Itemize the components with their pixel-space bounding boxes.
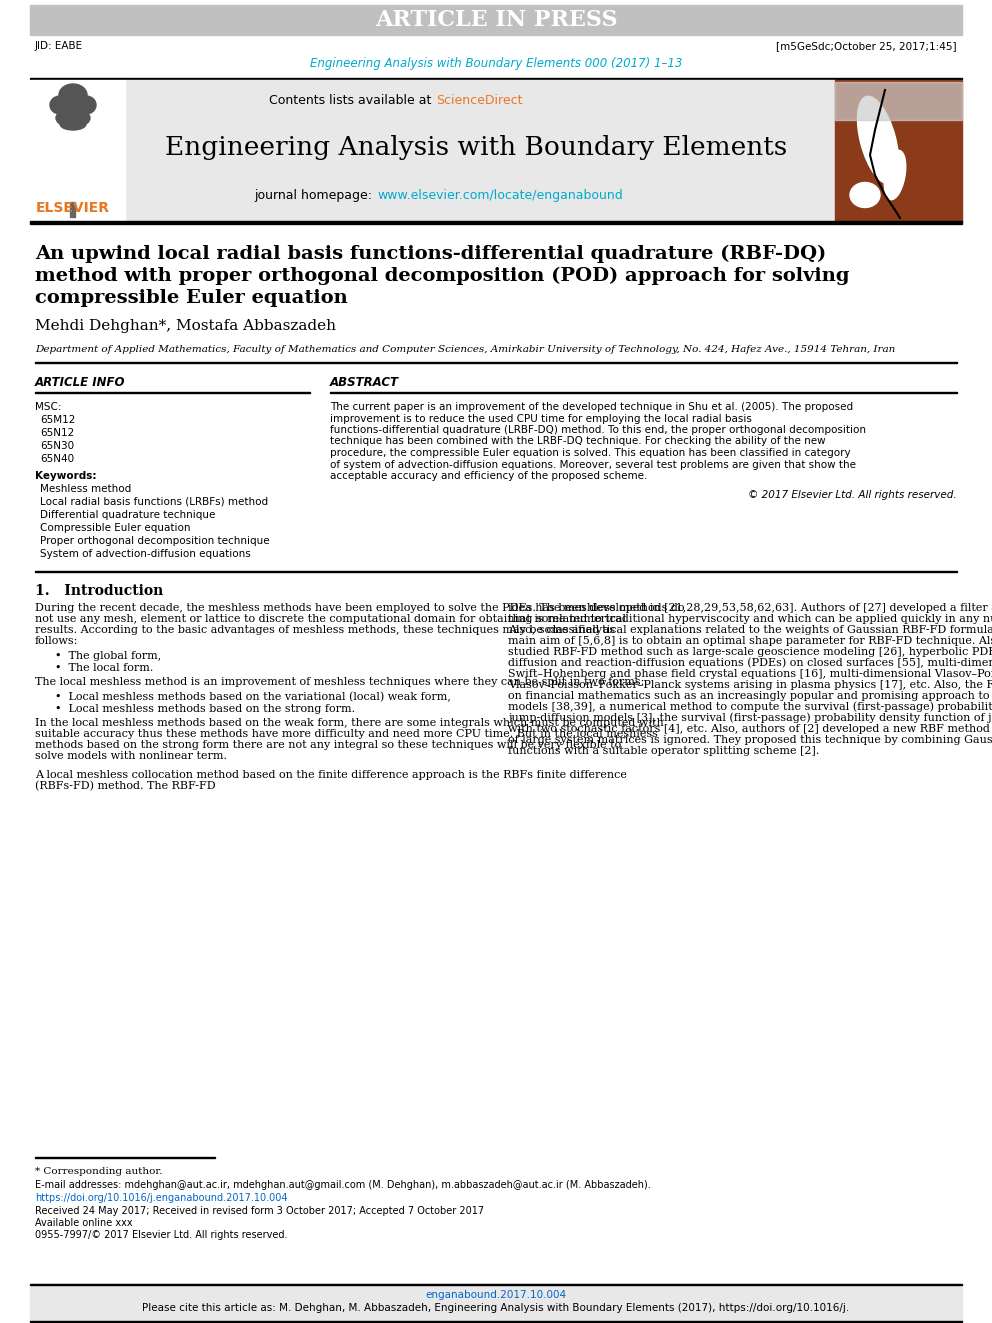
Bar — [30, 1285, 962, 1322]
Text: 65M12: 65M12 — [40, 415, 75, 425]
Bar — [30, 78, 962, 79]
Ellipse shape — [56, 111, 74, 124]
Text: E-mail addresses: mdehghan@aut.ac.ir, mdehghan.aut@gmail.com (M. Dehghan), m.abb: E-mail addresses: mdehghan@aut.ac.ir, md… — [35, 1180, 651, 1189]
Text: •  The local form.: • The local form. — [55, 663, 154, 673]
Text: (RBFs-FD) method. The RBF-FD: (RBFs-FD) method. The RBF-FD — [35, 781, 215, 791]
Text: suitable accuracy thus these methods have more difficulty and need more CPU time: suitable accuracy thus these methods hav… — [35, 729, 658, 740]
Text: A local meshless collocation method based on the finite difference approach is t: A local meshless collocation method base… — [35, 770, 627, 781]
Text: •  Local meshless methods based on the strong form.: • Local meshless methods based on the st… — [55, 704, 355, 714]
Text: Please cite this article as: M. Dehghan, M. Abbaszadeh, Engineering Analysis wit: Please cite this article as: M. Dehghan,… — [143, 1303, 849, 1312]
Ellipse shape — [76, 97, 96, 114]
Ellipse shape — [850, 183, 880, 208]
Text: improvement is to reduce the used CPU time for employing the local radial basis: improvement is to reduce the used CPU ti… — [330, 414, 752, 423]
Text: on financial mathematics such as an increasingly popular and promising approach : on financial mathematics such as an incr… — [508, 691, 992, 701]
Ellipse shape — [857, 97, 899, 184]
Text: technique has been combined with the LRBF-DQ technique. For checking the ability: technique has been combined with the LRB… — [330, 437, 825, 446]
Text: main aim of [5,6,8] is to obtain an optimal shape parameter for RBF-FD technique: main aim of [5,6,8] is to obtain an opti… — [508, 636, 992, 646]
Text: MSC:: MSC: — [35, 402, 62, 411]
Text: During the recent decade, the meshless methods have been employed to solve the P: During the recent decade, the meshless m… — [35, 603, 684, 613]
Text: that is related to traditional hyperviscocity and which can be applied quickly i: that is related to traditional hypervisc… — [508, 614, 992, 624]
Text: follows:: follows: — [35, 636, 78, 646]
Text: Received 24 May 2017; Received in revised form 3 October 2017; Accepted 7 Octobe: Received 24 May 2017; Received in revise… — [35, 1207, 484, 1216]
Text: Engineering Analysis with Boundary Elements 000 (2017) 1–13: Engineering Analysis with Boundary Eleme… — [310, 57, 682, 70]
Text: 65N30: 65N30 — [40, 441, 74, 451]
Bar — [30, 5, 962, 34]
Text: © 2017 Elsevier Ltd. All rights reserved.: © 2017 Elsevier Ltd. All rights reserved… — [748, 491, 957, 500]
Text: ELSEVIER: ELSEVIER — [36, 201, 110, 216]
Text: ScienceDirect: ScienceDirect — [436, 94, 523, 106]
Text: jump-diffusion models [3], the survival (first-passage) probability density func: jump-diffusion models [3], the survival … — [508, 713, 992, 724]
Text: of large system matrices is ignored. They proposed this technique by combining G: of large system matrices is ignored. The… — [508, 736, 992, 745]
Text: In the local meshless methods based on the weak form, there are some integrals w: In the local meshless methods based on t… — [35, 718, 664, 728]
Text: procedure, the compressible Euler equation is solved. This equation has been cla: procedure, the compressible Euler equati… — [330, 448, 850, 458]
Text: solve models with nonlinear term.: solve models with nonlinear term. — [35, 751, 227, 761]
Text: Available online xxx: Available online xxx — [35, 1218, 133, 1228]
Text: The local meshless method is an improvement of meshless techniques where they ca: The local meshless method is an improvem… — [35, 677, 645, 687]
Text: https://doi.org/10.1016/j.enganabound.2017.10.004: https://doi.org/10.1016/j.enganabound.20… — [35, 1193, 288, 1203]
Text: System of advection-diffusion equations: System of advection-diffusion equations — [40, 549, 251, 560]
Text: Also, some analytical explanations related to the weights of Gaussian RBF-FD for: Also, some analytical explanations relat… — [508, 624, 992, 635]
Text: Mehdi Dehghan*, Mostafa Abbaszadeh: Mehdi Dehghan*, Mostafa Abbaszadeh — [35, 319, 336, 333]
Text: JID: EABE: JID: EABE — [35, 41, 83, 52]
Ellipse shape — [57, 105, 89, 120]
Text: 65N40: 65N40 — [40, 454, 74, 464]
Text: Keywords:: Keywords: — [35, 471, 96, 482]
Text: ABSTRACT: ABSTRACT — [330, 376, 399, 389]
Text: models [38,39], a numerical method to compute the survival (first-passage) proba: models [38,39], a numerical method to co… — [508, 701, 992, 712]
Ellipse shape — [72, 111, 90, 124]
Text: functions-differential quadrature (LRBF-DQ) method. To this end, the proper orth: functions-differential quadrature (LRBF-… — [330, 425, 866, 435]
Text: [m5GeSdc;October 25, 2017;1:45]: [m5GeSdc;October 25, 2017;1:45] — [777, 41, 957, 52]
Text: Compressible Euler equation: Compressible Euler equation — [40, 523, 190, 533]
Bar — [70, 202, 75, 217]
Text: •  The global form,: • The global form, — [55, 651, 162, 662]
Text: studied RBF-FD method such as large-scale geoscience modeling [26], hyperbolic P: studied RBF-FD method such as large-scal… — [508, 647, 992, 658]
Text: * Corresponding author.: * Corresponding author. — [35, 1167, 163, 1176]
Text: idea has been developed in [21,28,29,53,58,62,63]. Authors of [27] developed a f: idea has been developed in [21,28,29,53,… — [508, 603, 992, 613]
Text: Engineering Analysis with Boundary Elements: Engineering Analysis with Boundary Eleme… — [165, 135, 787, 160]
Bar — [35, 570, 957, 572]
Text: with two stochastic factors [4], etc. Also, authors of [2] developed a new RBF m: with two stochastic factors [4], etc. Al… — [508, 724, 992, 734]
Text: results. According to the basic advantages of meshless methods, these techniques: results. According to the basic advantag… — [35, 624, 615, 635]
Text: The current paper is an improvement of the developed technique in Shu et al. (20: The current paper is an improvement of t… — [330, 402, 853, 411]
Text: www.elsevier.com/locate/enganabound: www.elsevier.com/locate/enganabound — [377, 189, 623, 202]
Text: acceptable accuracy and efficiency of the proposed scheme.: acceptable accuracy and efficiency of th… — [330, 471, 648, 482]
Text: Vlasov–Poisson–Fokker–Planck systems arising in plasma physics [17], etc. Also, : Vlasov–Poisson–Fokker–Planck systems ari… — [508, 680, 992, 691]
Text: of system of advection-diffusion equations. Moreover, several test problems are : of system of advection-diffusion equatio… — [330, 459, 856, 470]
Bar — [125, 79, 835, 222]
Text: ARTICLE IN PRESS: ARTICLE IN PRESS — [375, 9, 617, 30]
Text: enganabound.2017.10.004: enganabound.2017.10.004 — [426, 1290, 566, 1301]
Text: 1.   Introduction: 1. Introduction — [35, 583, 164, 598]
Text: Proper orthogonal decomposition technique: Proper orthogonal decomposition techniqu… — [40, 536, 270, 546]
Text: Local radial basis functions (LRBFs) method: Local radial basis functions (LRBFs) met… — [40, 497, 268, 507]
Ellipse shape — [59, 83, 87, 106]
Text: Differential quadrature technique: Differential quadrature technique — [40, 509, 215, 520]
Text: 0955-7997/© 2017 Elsevier Ltd. All rights reserved.: 0955-7997/© 2017 Elsevier Ltd. All right… — [35, 1230, 288, 1240]
Text: Department of Applied Mathematics, Faculty of Mathematics and Computer Sciences,: Department of Applied Mathematics, Facul… — [35, 344, 895, 353]
Text: compressible Euler equation: compressible Euler equation — [35, 288, 348, 307]
Text: An upwind local radial basis functions-differential quadrature (RBF-DQ): An upwind local radial basis functions-d… — [35, 245, 826, 263]
Text: diffusion and reaction-diffusion equations (PDEs) on closed surfaces [55], multi: diffusion and reaction-diffusion equatio… — [508, 658, 992, 668]
Text: method with proper orthogonal decomposition (POD) approach for solving: method with proper orthogonal decomposit… — [35, 267, 849, 286]
Text: not use any mesh, element or lattice to discrete the computational domain for ob: not use any mesh, element or lattice to … — [35, 614, 626, 624]
Bar — [30, 221, 962, 224]
Ellipse shape — [50, 97, 70, 114]
Text: •  Local meshless methods based on the variational (local) weak form,: • Local meshless methods based on the va… — [55, 692, 451, 703]
Ellipse shape — [60, 118, 86, 130]
Text: functions with a suitable operator splitting scheme [2].: functions with a suitable operator split… — [508, 746, 819, 755]
Ellipse shape — [884, 151, 906, 200]
Text: Contents lists available at: Contents lists available at — [269, 94, 435, 106]
Text: methods based on the strong form there are not any integral so these techniques : methods based on the strong form there a… — [35, 740, 621, 750]
Text: ARTICLE INFO: ARTICLE INFO — [35, 376, 126, 389]
Bar — [835, 82, 962, 120]
Text: 65N12: 65N12 — [40, 429, 74, 438]
Text: journal homepage:: journal homepage: — [254, 189, 376, 202]
Text: Meshless method: Meshless method — [40, 484, 131, 493]
Bar — [835, 79, 962, 222]
Text: Swift–Hohenberg and phase field crystal equations [16], multi-dimensional Vlasov: Swift–Hohenberg and phase field crystal … — [508, 669, 992, 679]
Bar — [30, 79, 125, 222]
